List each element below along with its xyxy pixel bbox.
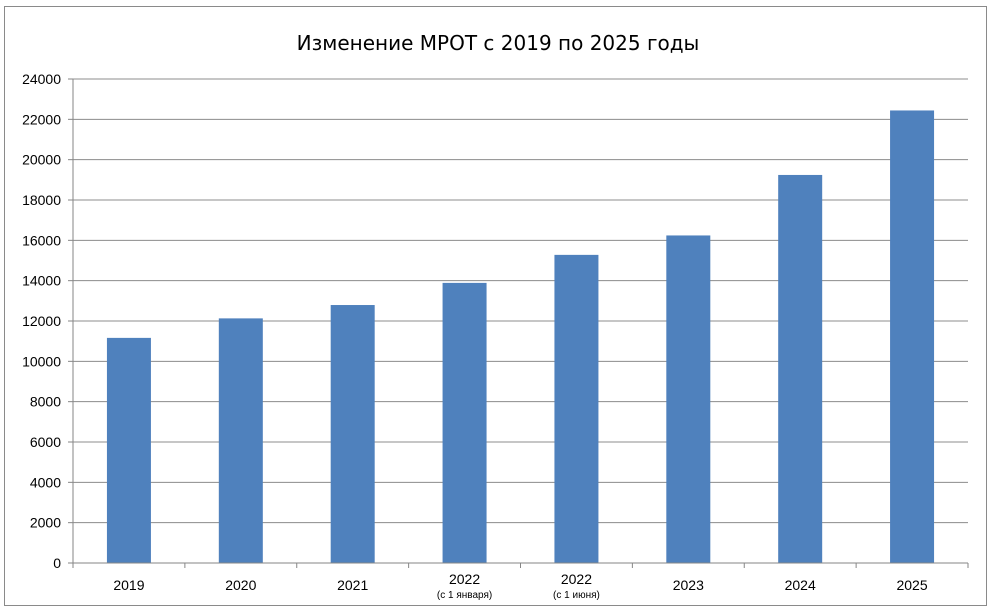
x-tick-label: 2020 <box>225 577 256 593</box>
bar <box>218 318 263 563</box>
y-tick-label: 18000 <box>22 192 61 208</box>
bar <box>330 305 375 563</box>
y-tick-label: 2000 <box>30 515 61 531</box>
x-tick-label: 2022 <box>561 571 592 587</box>
bar <box>554 254 599 563</box>
y-tick-labels: 0 2000 4000 6000 8000 10000 12000 14000 16000 180… <box>22 71 61 571</box>
axes <box>68 78 969 568</box>
bar <box>778 174 823 563</box>
bars <box>106 110 935 564</box>
x-tick-sublabel: (с 1 июня) <box>553 590 600 601</box>
x-tick-labels: 2019 2020 2021 2022 (с 1 января) 2022 (с 1 июн… <box>113 571 927 601</box>
bar <box>442 282 487 563</box>
y-tick-label: 14000 <box>22 273 61 289</box>
chart-frame <box>4 6 987 606</box>
chart-title: Изменение МРОТ с 2019 по 2025 годы <box>297 31 700 55</box>
x-tick-label: 2022 <box>449 571 480 587</box>
y-tick-label: 4000 <box>30 474 61 490</box>
x-tick-label: 2021 <box>337 577 368 593</box>
y-tick-label: 22000 <box>22 111 61 127</box>
bar <box>890 110 935 564</box>
x-tick-label: 2025 <box>896 577 927 593</box>
bar <box>106 337 151 563</box>
y-tick-label: 24000 <box>22 71 61 87</box>
x-tick-sublabel: (с 1 января) <box>437 590 492 601</box>
x-tick-label: 2024 <box>785 577 816 593</box>
y-tick-label: 16000 <box>22 232 61 248</box>
y-tick-label: 6000 <box>30 434 61 450</box>
x-tick-label: 2019 <box>113 577 144 593</box>
y-tick-label: 10000 <box>22 353 61 369</box>
bar <box>666 235 711 563</box>
y-tick-label: 8000 <box>30 394 61 410</box>
y-tick-label: 20000 <box>22 152 61 168</box>
y-tick-label: 0 <box>53 555 61 571</box>
y-tick-label: 12000 <box>22 313 61 329</box>
gridlines <box>73 78 968 524</box>
x-tick-label: 2023 <box>673 577 704 593</box>
